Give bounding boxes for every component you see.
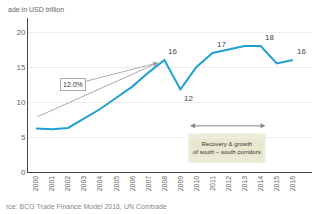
svg-text:2006: 2006 (129, 176, 136, 192)
svg-text:2001: 2001 (48, 176, 55, 192)
svg-text:16: 16 (297, 47, 306, 56)
svg-text:2012: 2012 (225, 176, 232, 192)
svg-text:18: 18 (265, 33, 274, 42)
svg-text:12: 12 (184, 94, 193, 103)
svg-text:2014: 2014 (257, 176, 264, 192)
svg-text:2007: 2007 (145, 176, 152, 192)
svg-text:15: 15 (16, 63, 25, 72)
svg-text:2008: 2008 (161, 176, 168, 192)
svg-text:2009: 2009 (177, 176, 184, 192)
svg-text:0: 0 (21, 168, 26, 177)
svg-text:Recovery & growthof south – so: Recovery & growthof south – south corrid… (193, 141, 261, 155)
svg-text:2013: 2013 (241, 176, 248, 192)
svg-text:2003: 2003 (80, 176, 87, 192)
svg-text:rce: BCG Trade Finance Model 2: rce: BCG Trade Finance Model 2016, UN Co… (6, 203, 167, 210)
svg-text:2011: 2011 (209, 176, 216, 191)
svg-text:2010: 2010 (193, 176, 200, 192)
svg-text:12.0%: 12.0% (63, 81, 83, 88)
svg-text:5: 5 (21, 133, 26, 142)
svg-text:17: 17 (217, 40, 226, 49)
svg-text:16: 16 (168, 47, 177, 56)
svg-text:2005: 2005 (113, 176, 120, 192)
svg-text:20: 20 (16, 28, 25, 37)
svg-text:2000: 2000 (32, 176, 39, 192)
svg-text:ade in USD trillion: ade in USD trillion (8, 6, 64, 13)
svg-text:2015: 2015 (273, 176, 280, 192)
svg-text:10: 10 (16, 98, 25, 107)
svg-text:2002: 2002 (64, 176, 71, 192)
svg-text:2004: 2004 (96, 176, 103, 192)
svg-text:2016: 2016 (289, 176, 296, 192)
